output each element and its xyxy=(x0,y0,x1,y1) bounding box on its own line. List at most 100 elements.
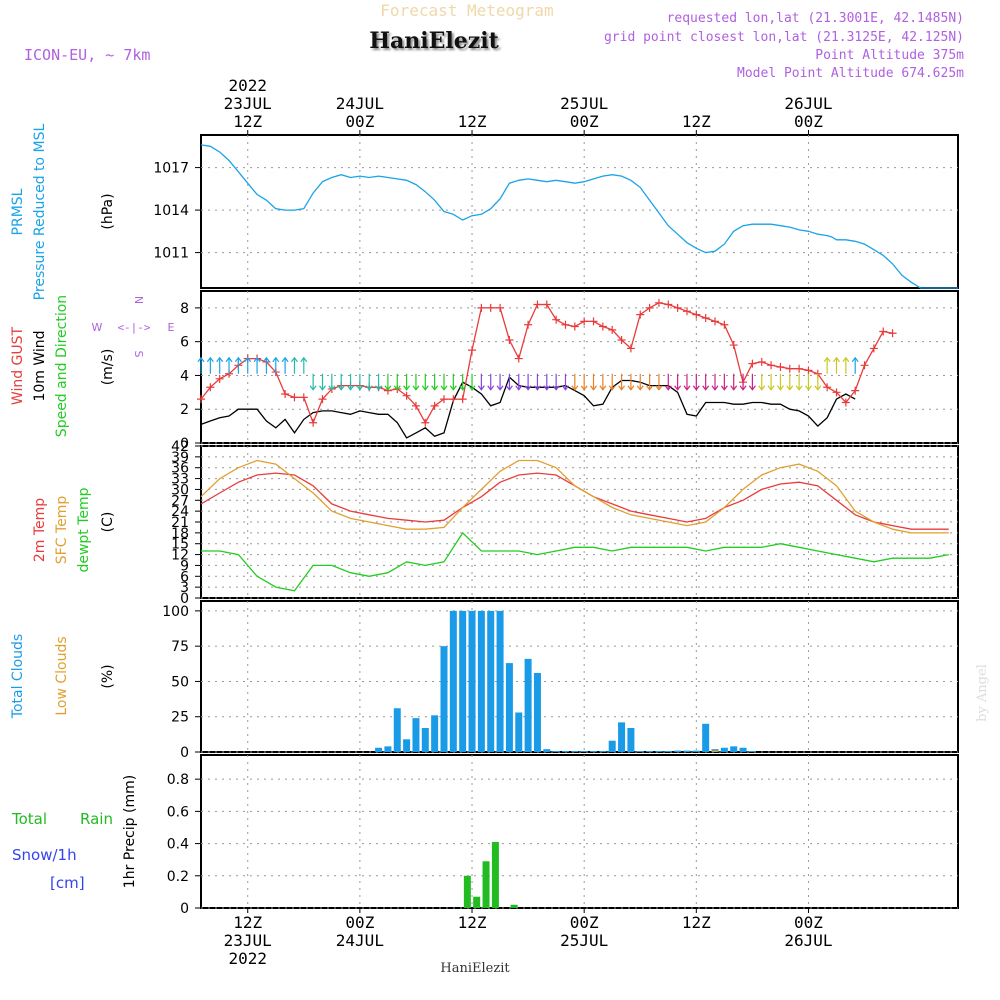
total-cloud-bar xyxy=(533,672,541,752)
gust-marker xyxy=(869,344,878,353)
gust-marker xyxy=(598,322,607,331)
wind-label-dir: Speed and Direction xyxy=(54,295,70,437)
wind-arrow-head xyxy=(365,385,373,391)
header-requested: requested lon,lat (21.3001E, 42.1485N) xyxy=(667,11,964,26)
temperature-ytick-label: 0 xyxy=(180,591,189,607)
bottom-time-label: 2022 xyxy=(228,949,267,968)
wind-arrow-head xyxy=(851,356,859,363)
wind-arrow-head xyxy=(692,385,700,391)
gust-marker xyxy=(514,354,523,363)
wind-arrow-head xyxy=(477,385,485,391)
wind-arrow-head xyxy=(515,385,523,391)
wind-arrow-head xyxy=(496,385,504,391)
wind-arrow-head xyxy=(767,385,775,391)
gust-marker xyxy=(309,418,318,427)
temperature-ytick-label: 9 xyxy=(180,558,189,574)
clouds-ytick-label: 0 xyxy=(180,745,189,761)
wind-arrow-head xyxy=(571,385,579,391)
wind-arrow-head xyxy=(347,385,355,391)
wind-arrow-head xyxy=(562,385,569,391)
bottom-time-label: 23JUL xyxy=(224,931,272,950)
gust-marker xyxy=(888,329,897,338)
gust-marker xyxy=(477,303,486,312)
precip-ytick-label: 0.2 xyxy=(167,869,189,885)
gust-marker xyxy=(851,386,860,395)
wind-arrow-head xyxy=(730,385,738,391)
total-cloud-bar xyxy=(580,751,588,752)
gust-marker xyxy=(720,320,729,329)
total-cloud-bar xyxy=(440,646,448,752)
wind-arrow-head xyxy=(206,356,214,363)
rain-bar xyxy=(473,896,481,908)
gust-marker xyxy=(542,300,551,309)
bottom-time-label: 12Z xyxy=(233,913,262,932)
wind-arrow-head xyxy=(328,385,336,391)
wind-arrow-head xyxy=(505,385,513,391)
wind-ytick-label: 8 xyxy=(180,301,189,317)
gust-marker xyxy=(841,398,850,407)
gust-marker xyxy=(682,307,691,316)
wind-arrow-head xyxy=(590,385,597,391)
temperature-ytick-label: 21 xyxy=(171,515,189,531)
gust-marker xyxy=(449,395,458,404)
total-cloud-bar xyxy=(384,746,392,752)
gust-marker xyxy=(664,300,673,309)
wind-arrow-head xyxy=(375,385,383,391)
wind-arrow-head xyxy=(711,385,719,391)
gust-marker xyxy=(626,344,635,353)
temperature-ytick-label: 30 xyxy=(171,482,189,498)
precip-ytick-label: 0.6 xyxy=(167,804,189,820)
top-time-label: 25JUL xyxy=(560,94,608,113)
wind-arrow-head xyxy=(459,385,467,391)
wind-arrow-head xyxy=(384,385,392,391)
total-cloud-bar xyxy=(692,750,700,752)
wind-arrow-head xyxy=(739,385,747,391)
compass-arrows: <-|-> xyxy=(117,321,150,334)
clouds-ytick-label: 100 xyxy=(162,604,189,620)
gust-marker xyxy=(776,363,785,371)
sfc-temp-line xyxy=(200,459,949,534)
gust-marker xyxy=(757,357,766,366)
precip-label-total: Total xyxy=(11,810,47,828)
wind-arrow-head xyxy=(393,385,401,391)
wind-arrow-head xyxy=(412,385,420,391)
total-cloud-bar xyxy=(468,610,476,752)
temperature-ytick-label: 24 xyxy=(171,504,189,520)
gust-marker xyxy=(430,401,439,410)
temperature-ytick-label: 15 xyxy=(171,537,189,553)
wind-arrow-head xyxy=(487,385,495,391)
total-cloud-bar xyxy=(571,751,579,752)
total-cloud-bar xyxy=(674,750,682,752)
clouds-ytick-label: 75 xyxy=(171,639,189,655)
wind-arrow-head xyxy=(319,385,326,391)
header-point-altitude: Point Altitude 375m xyxy=(815,48,964,63)
gust-marker xyxy=(795,364,804,373)
compass-n: N xyxy=(132,296,145,304)
gust-marker xyxy=(645,303,654,312)
gust-marker xyxy=(785,364,794,373)
total-cloud-bar xyxy=(618,722,626,752)
precip-ytick-label: 0.4 xyxy=(167,837,189,853)
top-time-label: 00Z xyxy=(794,112,823,131)
top-time-label: 12Z xyxy=(458,112,487,131)
temp-label-sfc: SFC Temp xyxy=(54,496,70,565)
wind-arrow-head xyxy=(804,385,812,391)
pressure-ylabel: (hPa) xyxy=(100,193,116,229)
wind-arrow-head xyxy=(272,356,280,363)
total-cloud-bar xyxy=(449,610,457,752)
wind-arrow-head xyxy=(720,385,728,391)
precip-ytick-label: 0.8 xyxy=(167,772,189,788)
compass-s: S xyxy=(132,351,145,358)
wind-arrow-head xyxy=(216,356,224,363)
total-cloud-bar xyxy=(608,740,616,752)
total-cloud-bar xyxy=(683,750,691,752)
gust-marker xyxy=(804,366,813,375)
wind-arrow-head xyxy=(431,385,439,391)
temperature-ytick-label: 6 xyxy=(180,569,189,585)
total-cloud-bar xyxy=(524,658,532,752)
header-model: ICON-EU, ~ 7km xyxy=(24,46,150,64)
gust-marker xyxy=(654,298,663,307)
gust-marker xyxy=(486,303,495,312)
gust-marker xyxy=(281,390,290,399)
